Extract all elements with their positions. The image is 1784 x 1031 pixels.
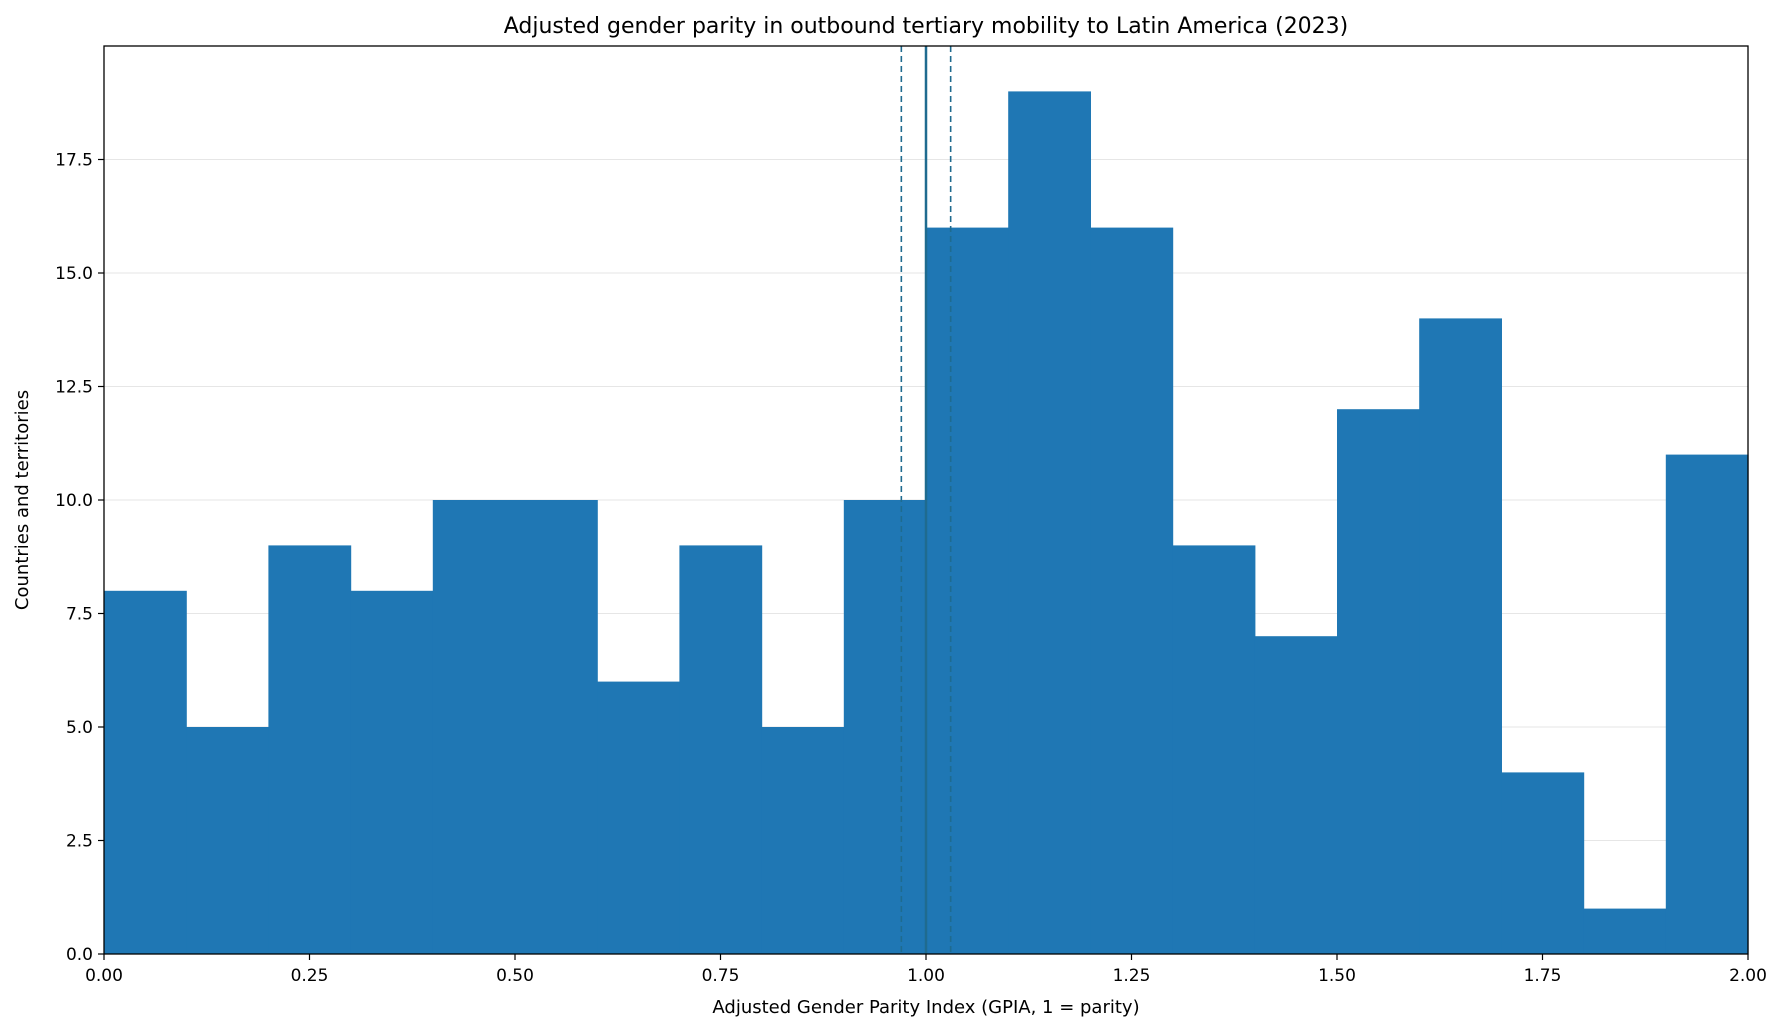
x-tick-label-5: 1.25	[1113, 966, 1151, 986]
y-tick-label-0: 0.0	[66, 945, 93, 965]
histogram-bar-1	[186, 727, 269, 954]
y-tick-label-4: 10.0	[55, 491, 93, 511]
x-tick-label-7: 1.75	[1524, 966, 1562, 986]
histogram-bar-7	[679, 545, 763, 954]
histogram-bars	[104, 91, 1749, 955]
histogram-bar-8	[761, 727, 845, 954]
y-tick-label-6: 15.0	[55, 264, 93, 284]
y-tick-label-2: 5.0	[66, 718, 93, 738]
histogram-bar-4	[432, 500, 516, 954]
histogram-bar-5	[515, 500, 598, 954]
chart-title: Adjusted gender parity in outbound terti…	[504, 14, 1349, 39]
histogram-bar-14	[1254, 636, 1338, 954]
histogram-bar-0	[104, 590, 187, 954]
histogram-bar-18	[1583, 908, 1667, 954]
x-tick-label-1: 0.25	[291, 966, 329, 986]
y-tick-label-5: 12.5	[55, 378, 93, 398]
histogram-bar-13	[1172, 545, 1256, 954]
x-tick-label-0: 0.00	[85, 966, 123, 986]
x-tick-label-8: 2.00	[1729, 966, 1767, 986]
y-axis-label: Countries and territories	[12, 390, 33, 610]
histogram-bar-19	[1665, 454, 1749, 954]
histogram-bar-9	[843, 500, 927, 954]
x-tick-label-4: 1.00	[907, 966, 945, 986]
histogram-bar-15	[1337, 409, 1420, 954]
reference-lines	[900, 46, 952, 954]
x-tick-label-2: 0.50	[496, 966, 534, 986]
histogram-bar-10	[926, 227, 1009, 955]
histogram-bar-3	[350, 590, 434, 954]
y-tick-label-1: 2.5	[66, 832, 93, 852]
y-axis: 0.0 2.5 5.0 7.5 10.0 12.5 15.0 17.5	[55, 151, 104, 965]
histogram-bar-11	[1008, 91, 1091, 954]
y-tick-label-7: 17.5	[55, 151, 93, 171]
x-tick-label-6: 1.50	[1318, 966, 1356, 986]
histogram-bar-16	[1419, 318, 1502, 954]
histogram-bar-17	[1501, 772, 1585, 954]
histogram-bar-6	[597, 681, 680, 954]
histogram-bar-2	[268, 545, 352, 954]
x-tick-label-3: 0.75	[702, 966, 740, 986]
histogram-bar-12	[1090, 227, 1174, 955]
x-axis-label: Adjusted Gender Parity Index (GPIA, 1 = …	[712, 997, 1139, 1018]
x-axis: 0.00 0.25 0.50 0.75 1.00 1.25 1.50 1.75 2.00	[85, 954, 1767, 986]
y-tick-label-3: 7.5	[66, 605, 93, 625]
